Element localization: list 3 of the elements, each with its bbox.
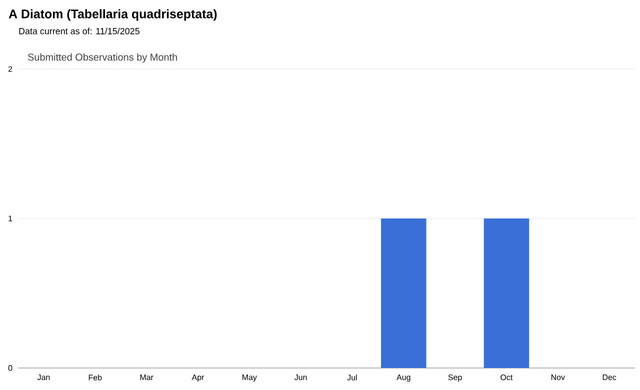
text: Submitted Observations by Month bbox=[28, 53, 177, 63]
chart-title: A Diatom (Tabellaria quadriseptata) bbox=[8, 9, 217, 21]
chart-subtitle: Data current as of: 11/15/2025 bbox=[19, 28, 140, 34]
